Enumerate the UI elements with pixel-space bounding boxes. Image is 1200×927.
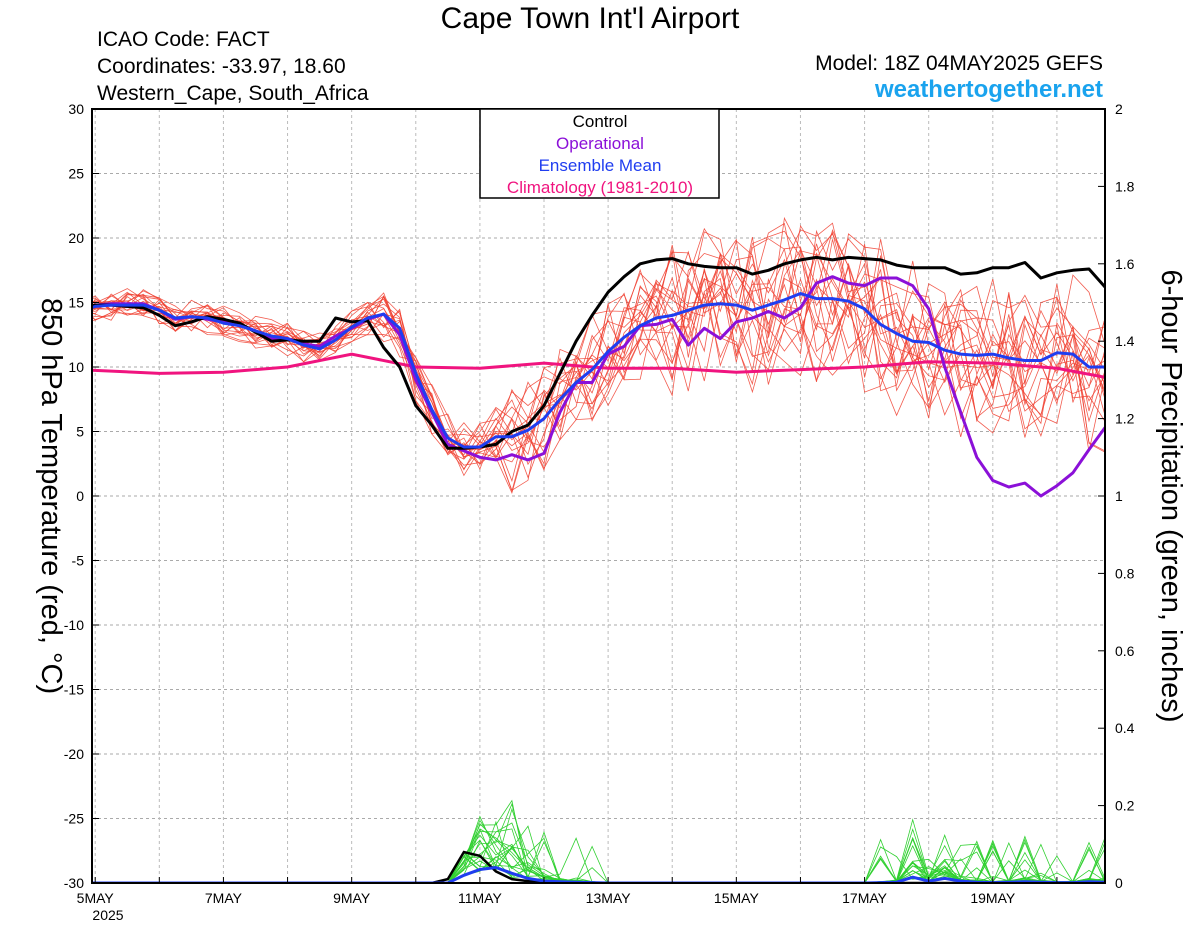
legend-box [479,108,720,199]
x-tick-label: 11MAY [458,890,502,906]
ensemble-member-temp-line [92,237,1105,470]
y-tick-label-right: 1.6 [1115,256,1135,272]
y-tick-label-right: 2 [1115,101,1123,117]
legend-operational: Operational [556,134,644,153]
grid [92,108,1105,884]
y-tick-label-left: 10 [68,359,84,375]
ensemble-member-temp-line [92,239,1105,491]
y-tick-label-right: 1.4 [1115,333,1135,349]
y-axis-left-title: 850 hPa Temperature (red, °C) [35,298,67,694]
ensemble-member-temp-line [92,229,1105,471]
ensemble-member-precip-line [92,819,1105,883]
y-tick-label-left: -25 [64,811,84,827]
main-series-lines [92,255,1105,883]
legend-ensemble-mean: Ensemble Mean [539,156,662,175]
y-tick-label-left: 25 [68,166,84,182]
y-tick-label-right: 1.2 [1115,411,1135,427]
x-tick-label: 5MAY [77,890,115,906]
site-link[interactable]: weathertogether.net [874,76,1103,103]
climatology-line [92,352,1105,379]
ensemble-member-precip-line [92,818,1105,883]
axes: 302520151050-5-10-15-20-25-3021.81.61.41… [64,101,1135,906]
y-tick-label-left: -30 [64,875,84,891]
y-tick-label-left: -20 [64,746,84,762]
ensemble-member-temp-line [92,250,1105,466]
y-tick-label-left: 15 [68,295,84,311]
x-tick-label: 17MAY [842,890,888,906]
legend-climatology: Climatology (1981-2010) [507,178,693,197]
region: Western_Cape, South_Africa [97,82,369,105]
ensemble-member-temperature-lines [92,216,1105,495]
y-tick-label-left: -10 [64,617,84,633]
y-tick-label-left: 5 [76,424,84,440]
ensemble-mean-temp-line [92,292,1105,449]
y-tick-label-left: -5 [72,553,85,569]
ensemble-member-precip-line [92,820,1105,883]
x-tick-label: 9MAY [333,890,371,906]
ensemble-member-precip-line [92,802,1105,883]
ensemble-member-temp-line [92,222,1105,470]
x-tick-label: 19MAY [970,890,1016,906]
ensemble-member-precip-line [92,799,1105,883]
ensemble-member-precip-line [92,823,1105,883]
ensemble-member-temp-line [92,238,1105,483]
x-tick-label: 7MAY [205,890,243,906]
y-tick-label-left: 20 [68,230,84,246]
ensemble-member-temp-line [92,231,1105,451]
coordinates: Coordinates: -33.97, 18.60 [97,55,346,78]
y-tick-label-right: 0.2 [1115,798,1135,814]
x-tick-label: 13MAY [586,890,632,906]
x-tick-label: 15MAY [714,890,760,906]
ensemble-mean-precip-line [92,865,1105,883]
y-tick-label-right: 0.8 [1115,565,1135,581]
y-tick-label-left: -15 [64,682,84,698]
y-tick-label-right: 1 [1115,488,1123,504]
legend: Control Operational Ensemble Mean Climat… [479,108,720,199]
legend-control: Control [573,112,628,131]
y-tick-label-right: 1.8 [1115,178,1135,194]
ensemble-member-temp-line [92,224,1105,466]
icao-code: ICAO Code: FACT [97,28,270,51]
ensemble-member-precip-line [92,840,1105,883]
model-run: Model: 18Z 04MAY2025 GEFS [815,52,1103,75]
y-tick-label-right: 0.4 [1115,720,1135,736]
ensemble-member-precip-line [92,807,1105,883]
y-tick-label-left: 30 [68,101,84,117]
y-tick-label-right: 0.6 [1115,643,1135,659]
y-tick-label-right: 0 [1115,875,1123,891]
ensemble-member-temp-line [92,252,1105,495]
ensemble-member-precip-line [92,815,1105,883]
x-axis-year-label: 2025 [92,907,123,923]
ensemble-member-precipitation-lines [92,799,1105,883]
y-tick-label-left: 0 [76,488,84,504]
ensemble-member-temp-line [92,249,1105,451]
y-axis-right-title: 6-hour Precipitation (green, inches) [1155,270,1187,723]
chart-title: Cape Town Int'l Airport [440,2,740,35]
